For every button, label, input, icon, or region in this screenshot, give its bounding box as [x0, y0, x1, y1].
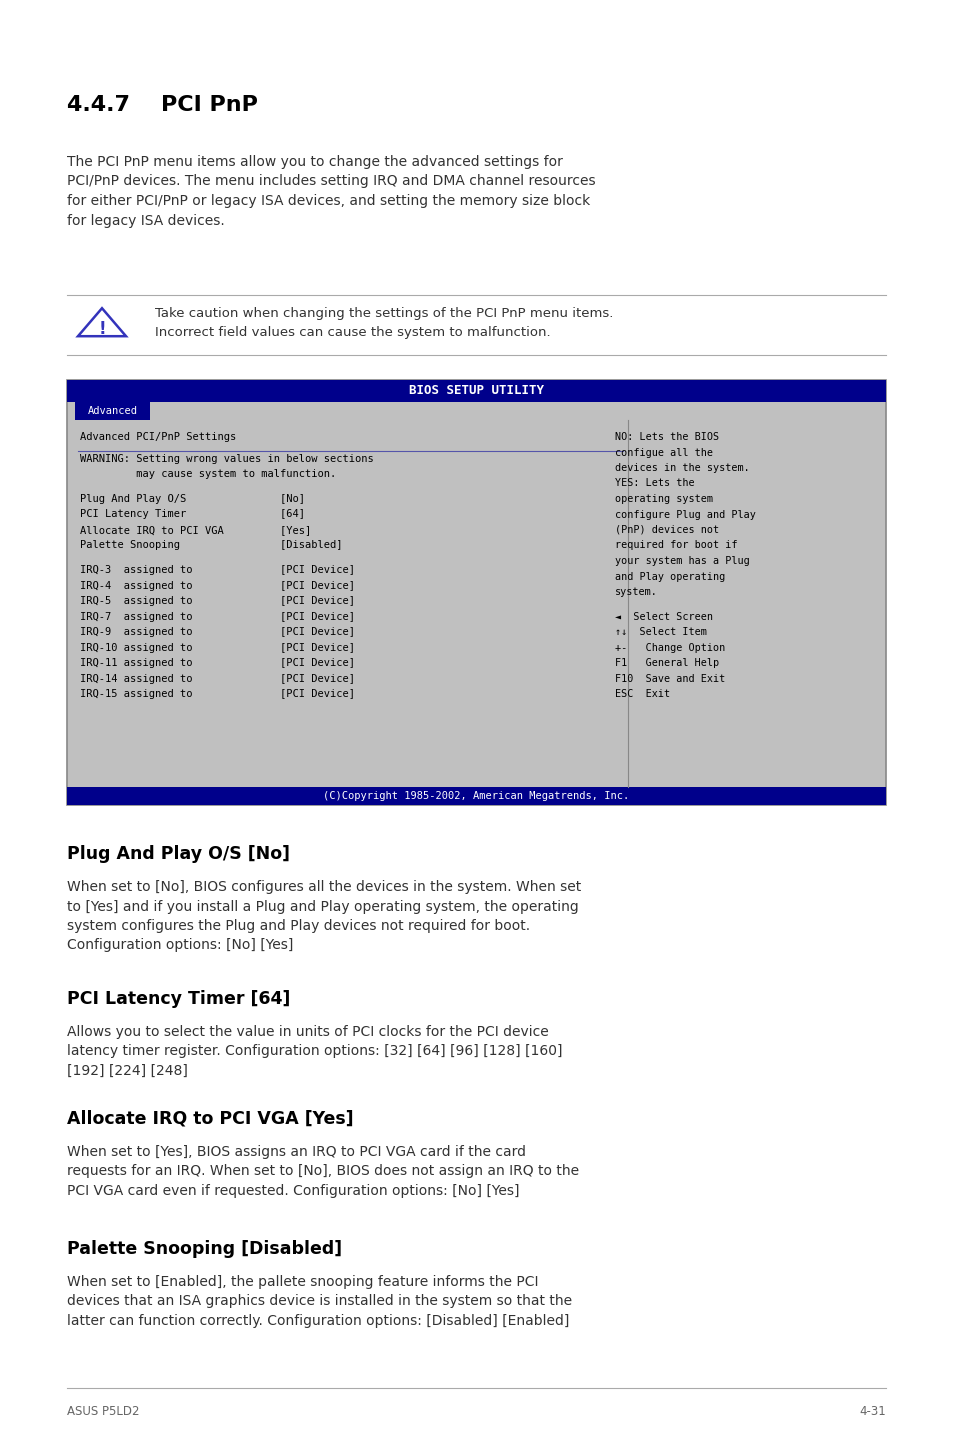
- Text: devices in the system.: devices in the system.: [615, 463, 749, 473]
- Text: 4.4.7    PCI PnP: 4.4.7 PCI PnP: [67, 95, 257, 115]
- Text: IRQ-3  assigned to              [PCI Device]: IRQ-3 assigned to [PCI Device]: [80, 565, 355, 575]
- Text: ↑↓  Select Item: ↑↓ Select Item: [615, 627, 706, 637]
- Text: Allocate IRQ to PCI VGA         [Yes]: Allocate IRQ to PCI VGA [Yes]: [80, 525, 311, 535]
- Text: IRQ-4  assigned to              [PCI Device]: IRQ-4 assigned to [PCI Device]: [80, 581, 355, 591]
- Text: Allocate IRQ to PCI VGA [Yes]: Allocate IRQ to PCI VGA [Yes]: [67, 1110, 354, 1127]
- Text: IRQ-14 assigned to              [PCI Device]: IRQ-14 assigned to [PCI Device]: [80, 673, 355, 683]
- Text: PCI Latency Timer               [64]: PCI Latency Timer [64]: [80, 509, 305, 519]
- Text: IRQ-5  assigned to              [PCI Device]: IRQ-5 assigned to [PCI Device]: [80, 597, 355, 605]
- Text: PCI Latency Timer [64]: PCI Latency Timer [64]: [67, 989, 290, 1008]
- Text: system.: system.: [615, 587, 658, 597]
- Text: Allows you to select the value in units of PCI clocks for the PCI device
latency: Allows you to select the value in units …: [67, 1025, 562, 1078]
- Text: ◄  Select Screen: ◄ Select Screen: [615, 611, 712, 621]
- Text: and Play operating: and Play operating: [615, 571, 724, 581]
- Text: !: !: [98, 321, 106, 338]
- Text: 4-31: 4-31: [859, 1405, 885, 1418]
- Text: ASUS P5LD2: ASUS P5LD2: [67, 1405, 139, 1418]
- Bar: [67, 380, 885, 403]
- Text: configure Plug and Play: configure Plug and Play: [615, 509, 755, 519]
- Text: IRQ-10 assigned to              [PCI Device]: IRQ-10 assigned to [PCI Device]: [80, 643, 355, 653]
- Text: The PCI PnP menu items allow you to change the advanced settings for
PCI/PnP dev: The PCI PnP menu items allow you to chan…: [67, 155, 595, 227]
- Text: When set to [No], BIOS configures all the devices in the system. When set
to [Ye: When set to [No], BIOS configures all th…: [67, 880, 580, 952]
- Text: Advanced: Advanced: [88, 406, 137, 416]
- Text: IRQ-9  assigned to              [PCI Device]: IRQ-9 assigned to [PCI Device]: [80, 627, 355, 637]
- Text: Plug And Play O/S [No]: Plug And Play O/S [No]: [67, 846, 290, 863]
- Text: Palette Snooping                [Disabled]: Palette Snooping [Disabled]: [80, 541, 342, 551]
- Text: Take caution when changing the settings of the PCI PnP menu items.
Incorrect fie: Take caution when changing the settings …: [154, 306, 613, 339]
- Text: required for boot if: required for boot if: [615, 541, 737, 551]
- Text: WARNING: Setting wrong values in below sections: WARNING: Setting wrong values in below s…: [80, 453, 374, 463]
- Text: F1   General Help: F1 General Help: [615, 659, 719, 669]
- Bar: [75, 403, 150, 420]
- Text: NO: Lets the BIOS: NO: Lets the BIOS: [615, 431, 719, 441]
- Text: Advanced PCI/PnP Settings: Advanced PCI/PnP Settings: [80, 431, 236, 441]
- Text: IRQ-11 assigned to              [PCI Device]: IRQ-11 assigned to [PCI Device]: [80, 659, 355, 669]
- Text: operating system: operating system: [615, 495, 712, 503]
- Text: BIOS SETUP UTILITY: BIOS SETUP UTILITY: [409, 384, 543, 397]
- Text: Plug And Play O/S               [No]: Plug And Play O/S [No]: [80, 493, 305, 503]
- Bar: [67, 380, 885, 805]
- Text: configue all the: configue all the: [615, 447, 712, 457]
- Text: ESC  Exit: ESC Exit: [615, 689, 669, 699]
- Text: may cause system to malfunction.: may cause system to malfunction.: [80, 469, 335, 479]
- Text: +-   Change Option: +- Change Option: [615, 643, 724, 653]
- Text: IRQ-7  assigned to              [PCI Device]: IRQ-7 assigned to [PCI Device]: [80, 611, 355, 621]
- Text: When set to [Enabled], the pallete snooping feature informs the PCI
devices that: When set to [Enabled], the pallete snoop…: [67, 1276, 572, 1329]
- Text: When set to [Yes], BIOS assigns an IRQ to PCI VGA card if the card
requests for : When set to [Yes], BIOS assigns an IRQ t…: [67, 1145, 578, 1198]
- Text: your system has a Plug: your system has a Plug: [615, 557, 749, 567]
- Text: (PnP) devices not: (PnP) devices not: [615, 525, 719, 535]
- Text: Palette Snooping [Disabled]: Palette Snooping [Disabled]: [67, 1240, 342, 1258]
- Text: (C)Copyright 1985-2002, American Megatrends, Inc.: (C)Copyright 1985-2002, American Megatre…: [323, 791, 629, 801]
- Text: F10  Save and Exit: F10 Save and Exit: [615, 674, 724, 684]
- Text: YES: Lets the: YES: Lets the: [615, 479, 694, 489]
- Text: IRQ-15 assigned to              [PCI Device]: IRQ-15 assigned to [PCI Device]: [80, 689, 355, 699]
- Bar: [67, 787, 885, 805]
